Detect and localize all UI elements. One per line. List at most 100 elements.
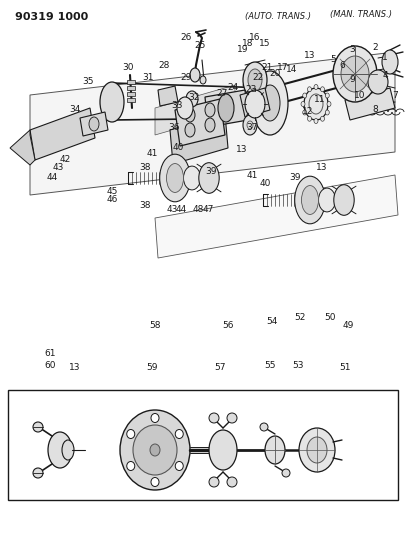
Ellipse shape bbox=[126, 462, 134, 471]
Text: 23: 23 bbox=[245, 85, 256, 94]
Ellipse shape bbox=[48, 432, 72, 468]
Ellipse shape bbox=[120, 410, 190, 490]
Text: 41: 41 bbox=[146, 149, 157, 158]
Text: 2: 2 bbox=[371, 43, 377, 52]
Text: 45: 45 bbox=[106, 188, 117, 197]
Ellipse shape bbox=[307, 116, 311, 121]
Ellipse shape bbox=[185, 91, 198, 107]
Ellipse shape bbox=[151, 478, 159, 487]
Text: 10: 10 bbox=[354, 91, 365, 100]
Ellipse shape bbox=[252, 71, 287, 135]
Text: 22: 22 bbox=[252, 72, 263, 82]
Text: 17: 17 bbox=[277, 63, 288, 72]
Text: 29: 29 bbox=[180, 74, 191, 83]
Text: 54: 54 bbox=[266, 318, 277, 327]
Text: 39: 39 bbox=[288, 174, 300, 182]
Ellipse shape bbox=[217, 94, 233, 122]
Ellipse shape bbox=[243, 115, 256, 135]
Ellipse shape bbox=[301, 185, 318, 214]
Text: 6: 6 bbox=[338, 61, 344, 70]
Polygon shape bbox=[30, 52, 394, 195]
Ellipse shape bbox=[259, 423, 267, 431]
Text: 16: 16 bbox=[249, 33, 260, 42]
Polygon shape bbox=[344, 88, 394, 120]
Text: 35: 35 bbox=[82, 77, 94, 86]
Text: 28: 28 bbox=[158, 61, 169, 69]
Ellipse shape bbox=[209, 430, 237, 470]
Ellipse shape bbox=[294, 176, 324, 224]
Text: 46: 46 bbox=[106, 196, 117, 205]
Ellipse shape bbox=[205, 118, 215, 132]
Text: 38: 38 bbox=[139, 200, 150, 209]
Ellipse shape bbox=[303, 88, 327, 120]
Ellipse shape bbox=[313, 118, 317, 124]
Ellipse shape bbox=[324, 93, 328, 98]
Bar bbox=[127, 98, 135, 102]
Ellipse shape bbox=[190, 68, 200, 82]
Text: 50: 50 bbox=[324, 313, 335, 322]
Text: 34: 34 bbox=[69, 106, 81, 115]
Ellipse shape bbox=[264, 436, 284, 464]
Text: 39: 39 bbox=[205, 167, 216, 176]
Polygon shape bbox=[170, 114, 228, 164]
Ellipse shape bbox=[298, 428, 334, 472]
Ellipse shape bbox=[205, 103, 215, 117]
Text: 42: 42 bbox=[59, 156, 70, 165]
Ellipse shape bbox=[62, 440, 74, 460]
Bar bbox=[127, 86, 135, 90]
Ellipse shape bbox=[367, 70, 387, 94]
Text: 24: 24 bbox=[227, 83, 238, 92]
Text: 5: 5 bbox=[329, 55, 335, 64]
Text: 14: 14 bbox=[286, 66, 297, 75]
Text: 56: 56 bbox=[222, 320, 233, 329]
Text: 7: 7 bbox=[391, 91, 397, 100]
Text: 11: 11 bbox=[313, 95, 325, 104]
Ellipse shape bbox=[177, 97, 192, 119]
Text: 27: 27 bbox=[216, 88, 227, 98]
Ellipse shape bbox=[33, 468, 43, 478]
Text: 55: 55 bbox=[264, 360, 275, 369]
Polygon shape bbox=[80, 112, 108, 136]
Ellipse shape bbox=[151, 414, 159, 423]
Text: 57: 57 bbox=[214, 364, 225, 373]
Text: 43: 43 bbox=[52, 164, 64, 173]
Text: 18: 18 bbox=[242, 38, 253, 47]
Ellipse shape bbox=[209, 413, 218, 423]
Text: 58: 58 bbox=[149, 320, 160, 329]
Bar bbox=[127, 92, 135, 96]
Text: 1: 1 bbox=[381, 52, 387, 61]
Ellipse shape bbox=[244, 90, 264, 118]
Ellipse shape bbox=[133, 425, 177, 475]
Ellipse shape bbox=[332, 46, 376, 102]
Ellipse shape bbox=[126, 430, 134, 439]
Text: 38: 38 bbox=[139, 164, 150, 173]
Ellipse shape bbox=[302, 93, 306, 98]
Ellipse shape bbox=[320, 116, 324, 121]
Ellipse shape bbox=[306, 437, 326, 463]
Ellipse shape bbox=[149, 444, 160, 456]
Polygon shape bbox=[30, 108, 95, 160]
Ellipse shape bbox=[209, 477, 218, 487]
Ellipse shape bbox=[302, 110, 306, 115]
Ellipse shape bbox=[175, 462, 183, 471]
Ellipse shape bbox=[185, 108, 194, 122]
Text: 44: 44 bbox=[175, 206, 186, 214]
Text: 13: 13 bbox=[303, 51, 315, 60]
Polygon shape bbox=[158, 86, 177, 106]
Text: 59: 59 bbox=[146, 364, 158, 373]
Text: 40: 40 bbox=[259, 179, 270, 188]
Ellipse shape bbox=[183, 166, 200, 190]
Ellipse shape bbox=[324, 110, 328, 115]
Ellipse shape bbox=[333, 185, 353, 215]
Ellipse shape bbox=[300, 101, 304, 107]
Ellipse shape bbox=[100, 82, 124, 122]
Text: 19: 19 bbox=[237, 45, 248, 54]
Ellipse shape bbox=[326, 101, 330, 107]
Text: 13: 13 bbox=[236, 146, 247, 155]
Polygon shape bbox=[155, 85, 234, 135]
Text: 32: 32 bbox=[188, 93, 199, 102]
Polygon shape bbox=[175, 99, 224, 146]
Ellipse shape bbox=[307, 87, 311, 92]
Ellipse shape bbox=[33, 422, 43, 432]
Text: 36: 36 bbox=[168, 124, 179, 133]
